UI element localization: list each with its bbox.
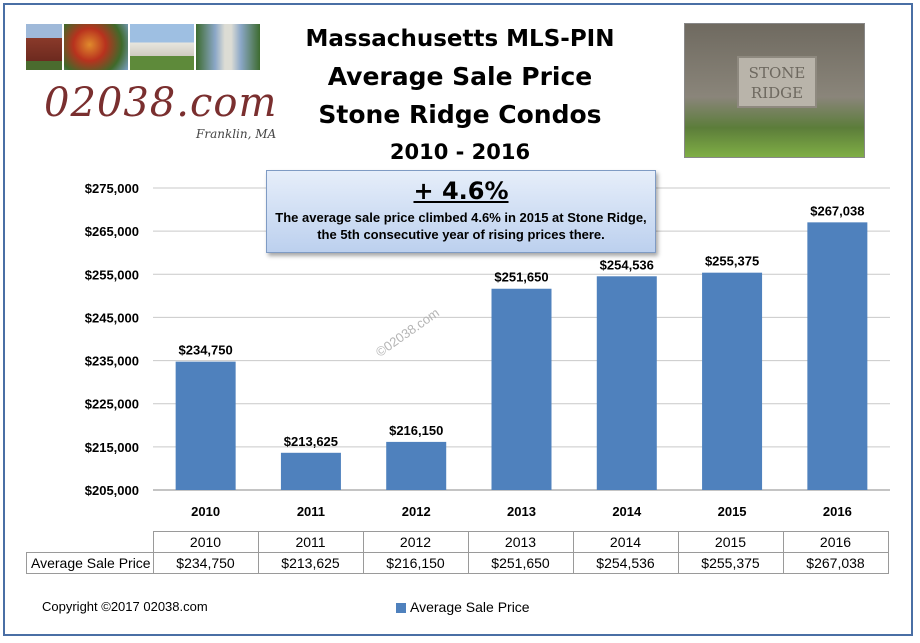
logo-subtext: Franklin, MA (196, 127, 277, 141)
data-label: $213,625 (284, 434, 338, 449)
x-tick-label: 2013 (507, 504, 536, 519)
data-table-year: 2014 (572, 531, 679, 553)
bar (491, 288, 552, 490)
data-table: 2010 2011 2012 2013 2014 2015 2016 Avera… (26, 531, 889, 574)
x-tick-label: 2010 (191, 504, 220, 519)
bar (386, 441, 447, 490)
data-label: $251,650 (494, 270, 548, 285)
data-table-year: 2010 (152, 531, 259, 553)
data-label: $254,536 (600, 257, 654, 272)
data-table-value: $234,750 (152, 552, 259, 574)
x-tick-label: 2015 (718, 504, 747, 519)
sign-stone: STONE RIDGE (737, 56, 817, 108)
y-tick-label: $265,000 (85, 224, 139, 239)
data-table-row-label: Average Sale Price (26, 552, 154, 574)
bar (175, 361, 236, 490)
data-label: $234,750 (179, 343, 233, 358)
data-label: $216,150 (389, 423, 443, 438)
bar (596, 276, 657, 490)
y-tick-label: $205,000 (85, 483, 139, 498)
data-table-value: $254,536 (572, 552, 679, 574)
title-line-2: Average Sale Price (327, 62, 593, 91)
x-tick-label: 2014 (612, 504, 642, 519)
legend-label: Average Sale Price (410, 599, 530, 615)
legend: Average Sale Price (396, 599, 530, 615)
callout-headline: + 4.6% (413, 177, 509, 205)
y-tick-label: $255,000 (85, 267, 139, 282)
sign-line-1: STONE (748, 64, 806, 82)
data-table-year: 2011 (257, 531, 364, 553)
bar (702, 272, 763, 490)
data-table-year: 2015 (677, 531, 784, 553)
data-table-year: 2012 (362, 531, 469, 553)
title-line-1: Massachusetts MLS-PIN (305, 26, 615, 52)
copyright-text: Copyright ©2017 02038.com (42, 599, 208, 614)
data-table-value: $216,150 (362, 552, 469, 574)
data-table-header-row: 2010 2011 2012 2013 2014 2015 2016 (26, 531, 889, 553)
bar (807, 222, 868, 490)
data-table-value-row: Average Sale Price $234,750 $213,625 $21… (26, 552, 889, 574)
logo-photo-foliage (64, 24, 128, 70)
y-tick-label: $225,000 (85, 397, 139, 412)
y-tick-label: $235,000 (85, 354, 139, 369)
logo-text: 02038.com (44, 80, 278, 126)
data-label: $255,375 (705, 254, 759, 269)
bar (280, 452, 341, 490)
logo-photo-building (130, 24, 194, 70)
legend-swatch (396, 603, 406, 613)
data-table-year: 2016 (782, 531, 889, 553)
data-label: $267,038 (810, 203, 864, 218)
logo-photo-house (26, 24, 62, 70)
y-tick-label: $215,000 (85, 440, 139, 455)
y-tick-label: $245,000 (85, 310, 139, 325)
x-tick-label: 2012 (402, 504, 431, 519)
x-tick-label: 2016 (823, 504, 852, 519)
title-line-3: Stone Ridge Condos (318, 100, 602, 129)
watermark: ©02038.com (373, 305, 442, 360)
data-table-year: 2013 (467, 531, 574, 553)
logo-photo-monument (196, 24, 260, 70)
data-table-value: $251,650 (467, 552, 574, 574)
sign-line-2: RIDGE (750, 84, 804, 102)
y-tick-label: $275,000 (85, 181, 139, 196)
data-table-value: $255,375 (677, 552, 784, 574)
x-tick-label: 2011 (297, 504, 325, 519)
data-table-corner (26, 531, 154, 553)
data-table-value: $213,625 (257, 552, 364, 574)
title-line-4: 2010 - 2016 (389, 140, 531, 164)
callout-box: + 4.6% The average sale price climbed 4.… (266, 170, 656, 253)
data-table-value: $267,038 (782, 552, 889, 574)
stone-ridge-sign-photo: STONE RIDGE (684, 23, 865, 158)
callout-text: The average sale price climbed 4.6% in 2… (275, 210, 647, 242)
